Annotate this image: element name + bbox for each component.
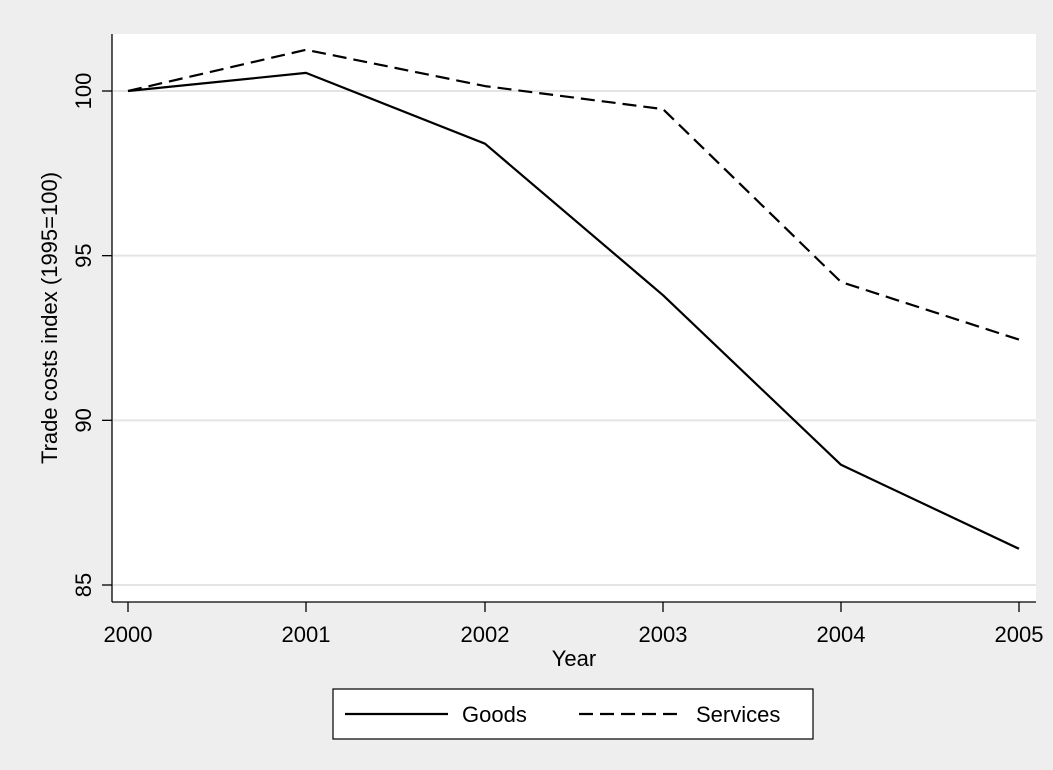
x-tick-label-2005: 2005 [995, 622, 1044, 647]
x-axis-ticks: 2000 2001 2002 2003 2004 2005 [104, 602, 1044, 647]
x-axis-label: Year [552, 646, 596, 671]
y-tick-label-90: 90 [71, 408, 96, 432]
gridlines [113, 90, 1036, 586]
legend-label-services: Services [696, 702, 780, 727]
y-tick-label-95: 95 [71, 243, 96, 267]
axes [111, 34, 1036, 603]
y-tick-label-85: 85 [71, 573, 96, 597]
y-axis-ticks: 85 90 95 100 [71, 73, 112, 597]
series-line-services [127, 48, 1020, 341]
legend: Goods Services [332, 688, 814, 740]
series-lines [127, 48, 1020, 550]
x-tick-label-2000: 2000 [104, 622, 153, 647]
x-tick-label-2002: 2002 [461, 622, 510, 647]
y-tick-label-100: 100 [71, 73, 96, 110]
plot-background [112, 34, 1036, 602]
series-line-goods [127, 71, 1020, 550]
legend-label-goods: Goods [462, 702, 527, 727]
y-axis-label: Trade costs index (1995=100) [37, 172, 62, 464]
x-tick-label-2001: 2001 [282, 622, 331, 647]
x-tick-label-2004: 2004 [817, 622, 866, 647]
x-tick-label-2003: 2003 [639, 622, 688, 647]
